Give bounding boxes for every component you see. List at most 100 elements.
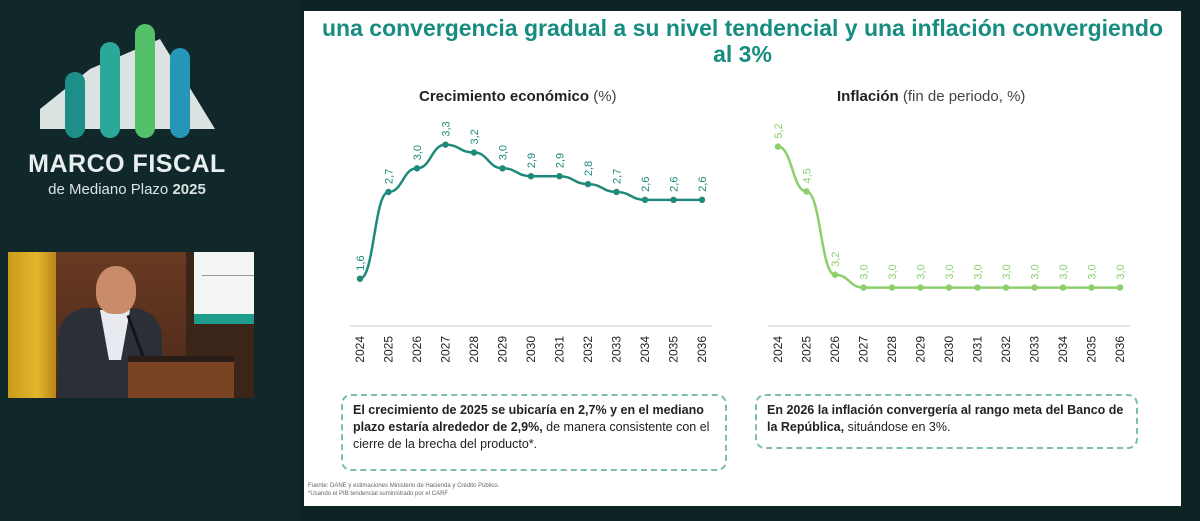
inflation-chart-unit: (fin de periodo, %) (902, 88, 1026, 105)
growth-data-label: 2,6 (669, 177, 681, 192)
inflation-point (1116, 284, 1124, 291)
growth-data-label: 2,7 (612, 169, 624, 184)
growth-x-tick-label: 2024 (353, 336, 367, 363)
inflation-x-tick-label: 2032 (999, 336, 1013, 363)
growth-data-label: 2,6 (640, 177, 652, 192)
inflation-data-label: 3,0 (973, 264, 985, 279)
growth-data-label: 1,6 (355, 255, 367, 270)
growth-point (385, 188, 392, 196)
inflation-data-label: 3,0 (1087, 264, 1099, 279)
brand-title: MARCO FISCAL (28, 150, 226, 178)
inflation-note-bold: En 2026 la inflación convergería al rang… (767, 403, 1124, 434)
marco-fiscal-logo (40, 24, 215, 138)
inflation-point (974, 284, 981, 291)
growth-point (499, 165, 506, 172)
growth-point (584, 180, 592, 188)
growth-point (356, 275, 364, 282)
inflation-x-tick-label: 2024 (771, 336, 785, 363)
inflation-x-tick-label: 2029 (914, 336, 928, 363)
growth-data-label: 2,9 (526, 153, 538, 168)
inflation-point (860, 284, 867, 291)
growth-x-tick-label: 2031 (553, 336, 567, 363)
inflation-x-tick-label: 2036 (1113, 336, 1127, 363)
inflation-data-label: 3,0 (859, 264, 871, 279)
growth-note-box: El crecimiento de 2025 se ubicaría en 2,… (341, 394, 727, 471)
growth-x-tick-label: 2027 (439, 336, 453, 363)
brand-year: 2025 (172, 181, 206, 198)
inflation-x-tick-label: 2035 (1085, 336, 1099, 363)
inflation-x-tick-label: 2028 (885, 336, 899, 363)
source-line-1: Fuente: DANE y estimaciones Ministerio d… (308, 483, 500, 489)
growth-chart-title: Crecimiento económico (%) (419, 88, 617, 105)
flag (8, 252, 56, 398)
growth-x-tick-label: 2033 (610, 336, 624, 363)
growth-x-tick-label: 2028 (467, 336, 481, 363)
inflation-x-tick-label: 2025 (800, 336, 814, 363)
growth-point (442, 141, 449, 148)
inflation-note-box: En 2026 la inflación convergería al rang… (755, 394, 1138, 449)
growth-chart-unit: (%) (593, 88, 617, 105)
inflation-point (1002, 284, 1010, 291)
inflation-note-text: situándose en 3%. (847, 420, 951, 434)
growth-point (470, 149, 478, 156)
source-line-2: *Usando el PIB tendencial suministrado p… (308, 491, 449, 497)
inflation-data-label: 4,5 (802, 168, 814, 183)
growth-data-label: 2,7 (384, 169, 396, 184)
growth-data-label: 2,9 (555, 153, 567, 168)
inflation-point (888, 284, 896, 291)
inflation-line-chart: 5,2 2024 4,5 2025 3,2 2026 3,0 2027 3,0 2028 3,0 20… (768, 123, 1130, 363)
inflation-data-label: 5,2 (773, 123, 785, 138)
inflation-chart-title-text: Inflación (837, 88, 899, 105)
growth-x-tick-label: 2036 (695, 336, 709, 363)
growth-data-label: 3,0 (498, 145, 510, 160)
source-note: Fuente: DANE y estimaciones Ministerio d… (308, 482, 499, 498)
growth-x-tick-label: 2035 (667, 336, 681, 363)
speaker-head (96, 266, 136, 314)
inflation-point (917, 284, 924, 291)
growth-data-label: 3,2 (469, 129, 481, 144)
growth-point (698, 196, 706, 204)
inflation-point (831, 271, 839, 278)
growth-data-label: 2,8 (583, 161, 595, 176)
inflation-data-label: 3,0 (1058, 264, 1070, 279)
growth-data-label: 3,3 (441, 121, 453, 136)
inflation-x-tick-label: 2027 (857, 336, 871, 363)
inflation-x-tick-label: 2026 (828, 336, 842, 363)
branding-panel: MARCO FISCAL de Mediano Plazo 2025 (0, 0, 300, 521)
growth-note-text: de manera consistente con el cierre de l… (353, 420, 710, 451)
inflation-x-tick-label: 2034 (1056, 336, 1070, 363)
inflation-x-tick-label: 2031 (971, 336, 985, 363)
podium (128, 356, 234, 398)
growth-point (413, 165, 421, 172)
inflation-data-label: 3,0 (1115, 264, 1127, 279)
inflation-point (803, 188, 810, 195)
growth-data-label: 2,6 (697, 177, 709, 192)
inflation-point (1088, 284, 1095, 291)
inflation-data-label: 3,0 (916, 264, 928, 279)
growth-point (641, 196, 649, 204)
growth-point (613, 188, 620, 196)
inflation-data-label: 3,0 (944, 264, 956, 279)
growth-note-bold: El crecimiento de 2025 se ubicaría en 2,… (353, 403, 704, 434)
inflation-point (945, 284, 953, 291)
growth-x-tick-label: 2032 (581, 336, 595, 363)
inflation-data-label: 3,0 (1030, 264, 1042, 279)
growth-point (556, 172, 563, 180)
inflation-point (774, 143, 782, 150)
background-screen (194, 252, 254, 324)
growth-chart-title-text: Crecimiento económico (419, 88, 590, 105)
growth-line-chart: 1,6 2024 2,7 2025 3,0 2026 3,3 2027 3,2 2028 3,0 20… (350, 121, 712, 363)
inflation-point (1059, 284, 1067, 291)
brand-subtitle-text: de Mediano Plazo (48, 181, 169, 198)
speaker-video (8, 252, 254, 398)
brand-subtitle: de Mediano Plazo 2025 (0, 181, 254, 198)
slide-headline: una convergencia gradual a su nivel tend… (322, 15, 1163, 67)
growth-x-tick-label: 2030 (524, 336, 538, 363)
inflation-point (1031, 284, 1038, 291)
presentation-slide: una convergencia gradual a su nivel tend… (304, 11, 1181, 506)
growth-point (670, 196, 677, 204)
growth-x-tick-label: 2034 (638, 336, 652, 363)
growth-x-tick-label: 2029 (496, 336, 510, 363)
growth-data-label: 3,0 (412, 145, 424, 160)
growth-point (527, 172, 535, 180)
